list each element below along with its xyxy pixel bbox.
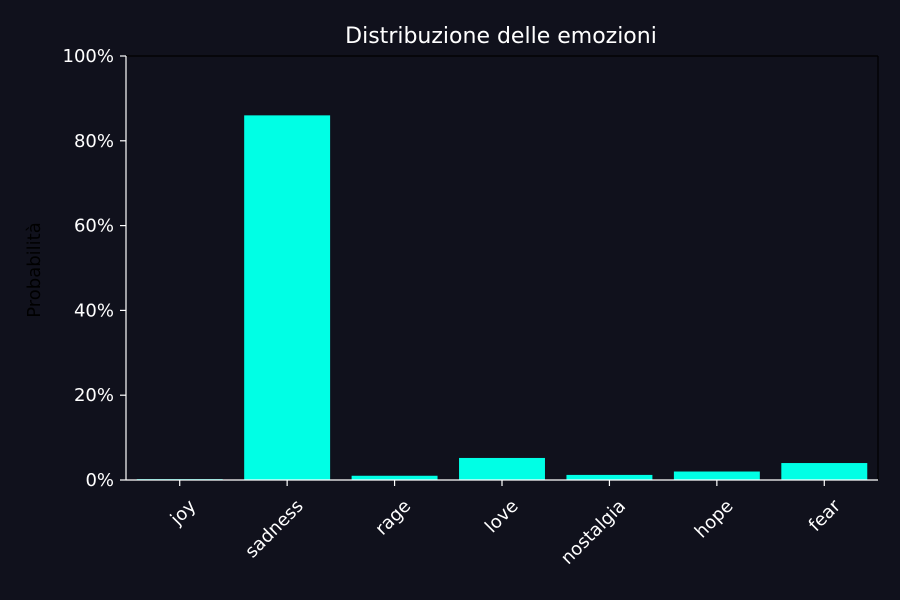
- chart-title: Distribuzione delle emozioni: [345, 24, 657, 49]
- y-tick-label: 100%: [63, 46, 114, 67]
- x-tick-label-hope: hope: [691, 496, 738, 543]
- bar-sadness: [244, 115, 331, 481]
- y-tick-label: 20%: [74, 385, 114, 406]
- plot-frame: [126, 55, 879, 480]
- bar-fear: [781, 463, 868, 480]
- x-tick-label-sadness: sadness: [241, 496, 308, 563]
- y-axis-ticks: 0% 20% 40% 60% 80% 100%: [63, 46, 126, 491]
- x-tick-label-fear: fear: [805, 495, 846, 536]
- bars: [136, 115, 868, 481]
- bar-hope: [673, 471, 760, 480]
- x-tick-label-love: love: [481, 496, 523, 538]
- y-tick-label: 80%: [74, 131, 114, 152]
- y-axis-label: Probabilità: [24, 222, 45, 318]
- bar-love: [459, 457, 545, 480]
- x-tick-label-rage: rage: [371, 496, 415, 540]
- x-axis-ticks: joy sadness rage love nostalgia hope fear: [166, 480, 845, 569]
- bar-rage: [351, 475, 438, 480]
- y-tick-label: 0%: [85, 470, 114, 491]
- y-tick-label: 60%: [74, 216, 114, 237]
- bar-nostalgia: [566, 474, 653, 480]
- y-tick-label: 40%: [74, 300, 114, 321]
- x-tick-label-nostalgia: nostalgia: [557, 496, 630, 569]
- x-tick-label-joy: joy: [166, 495, 201, 530]
